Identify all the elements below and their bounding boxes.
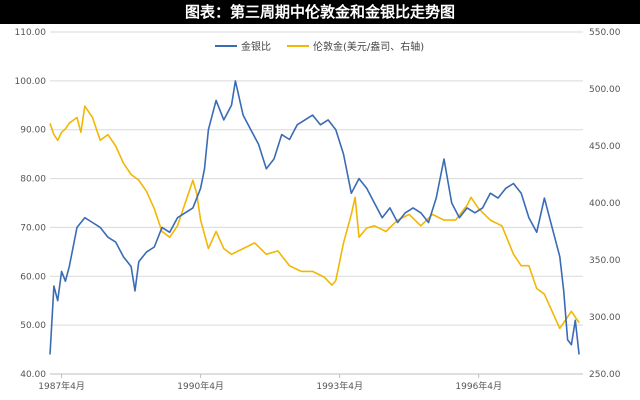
left-tick-label: 70.00 xyxy=(20,223,46,233)
left-tick-label: 80.00 xyxy=(20,175,46,185)
x-tick-label: 1993年4月 xyxy=(316,380,363,392)
x-tick-label: 1996年4月 xyxy=(455,380,502,392)
left-tick-label: 100.00 xyxy=(15,77,47,87)
x-tick-label: 1987年4月 xyxy=(38,380,85,392)
legend-label: 金银比 xyxy=(241,40,271,53)
left-tick-label: 40.00 xyxy=(20,370,46,380)
right-axis-ticks: 250.00 300.00 350.00 400.00 450.00 500.00 550.… xyxy=(589,28,621,380)
legend-label: 伦敦金(美元/盎司、右轴) xyxy=(313,40,424,53)
right-tick-label: 300.00 xyxy=(589,313,621,323)
london-gold-line xyxy=(49,105,580,330)
x-axis-ticks: 1987年4月 1990年4月 1993年4月 1996年4月 xyxy=(38,374,502,392)
right-tick-label: 400.00 xyxy=(589,199,621,209)
right-tick-label: 450.00 xyxy=(589,142,621,152)
right-tick-label: 250.00 xyxy=(589,370,621,380)
series-layer xyxy=(49,80,580,355)
right-tick-label: 500.00 xyxy=(589,85,621,95)
right-tick-label: 550.00 xyxy=(589,28,621,38)
grid-lines xyxy=(50,31,583,375)
chart-title: 图表：第三周期中伦敦金和金银比走势图 xyxy=(0,0,640,24)
left-tick-label: 110.00 xyxy=(15,28,47,38)
legend: 金银比 伦敦金(美元/盎司、右轴) xyxy=(215,40,424,53)
chart-area: 40.00 50.00 60.00 70.00 80.00 90.00 100.00 110.… xyxy=(15,28,621,392)
left-tick-label: 60.00 xyxy=(20,272,46,282)
left-tick-label: 90.00 xyxy=(20,126,46,136)
gold-silver-ratio-line xyxy=(49,80,580,355)
right-tick-label: 350.00 xyxy=(589,256,621,266)
left-axis-ticks: 40.00 50.00 60.00 70.00 80.00 90.00 100.00 110.… xyxy=(15,28,47,380)
left-tick-label: 50.00 xyxy=(20,321,46,331)
x-tick-label: 1990年4月 xyxy=(177,380,224,392)
